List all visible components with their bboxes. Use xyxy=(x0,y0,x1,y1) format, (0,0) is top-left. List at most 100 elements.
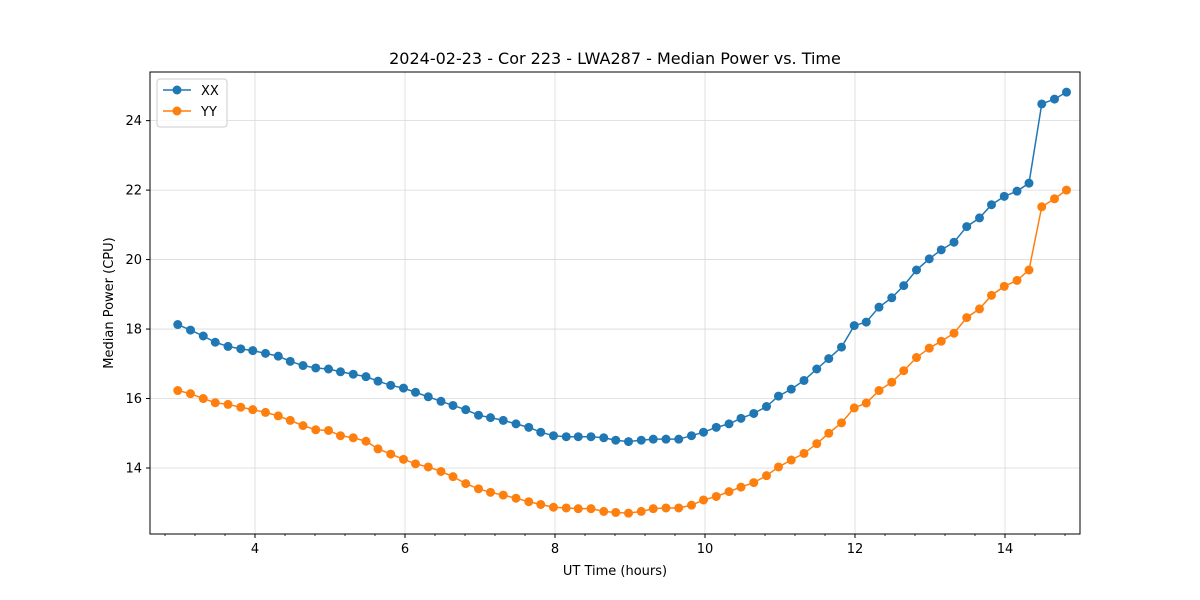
y-tick-label: 22 xyxy=(125,184,142,199)
data-point-xx xyxy=(1024,178,1034,188)
data-point-yy xyxy=(210,398,220,408)
data-point-yy xyxy=(348,433,358,443)
data-point-xx xyxy=(849,321,859,331)
data-point-yy xyxy=(975,304,984,314)
data-point-yy xyxy=(949,328,959,338)
data-point-xx xyxy=(599,433,609,443)
data-point-yy xyxy=(936,336,946,346)
data-point-xx xyxy=(298,361,308,371)
data-point-yy xyxy=(186,389,195,399)
data-point-yy xyxy=(524,497,534,507)
data-point-yy xyxy=(899,366,909,376)
data-point-xx xyxy=(874,302,884,312)
data-point-yy xyxy=(486,487,495,497)
data-point-xx xyxy=(336,367,345,377)
data-point-xx xyxy=(173,320,183,330)
data-point-yy xyxy=(436,466,446,476)
data-point-xx xyxy=(949,237,959,247)
data-point-xx xyxy=(1062,87,1071,97)
data-point-yy xyxy=(423,462,433,472)
legend-marker-xx xyxy=(172,85,182,95)
data-point-yy xyxy=(861,398,871,408)
data-point-yy xyxy=(261,407,270,417)
data-point-yy xyxy=(648,504,658,514)
x-tick-label: 8 xyxy=(551,542,559,557)
x-tick-label: 6 xyxy=(401,542,409,557)
data-point-xx xyxy=(912,265,921,275)
data-point-yy xyxy=(661,503,671,513)
data-point-yy xyxy=(736,482,746,492)
data-point-yy xyxy=(999,281,1009,291)
data-point-xx xyxy=(975,213,984,223)
data-point-xx xyxy=(799,375,809,385)
data-point-yy xyxy=(361,436,371,446)
data-point-yy xyxy=(887,377,897,387)
data-point-xx xyxy=(711,422,721,432)
data-point-xx xyxy=(198,331,208,341)
data-point-xx xyxy=(373,376,383,386)
data-point-yy xyxy=(498,490,508,500)
chart-title: 2024-02-23 - Cor 223 - LWA287 - Median P… xyxy=(389,49,841,68)
data-point-yy xyxy=(373,444,383,454)
data-point-xx xyxy=(699,427,708,437)
data-point-yy xyxy=(636,506,646,516)
data-point-yy xyxy=(962,313,972,323)
data-point-xx xyxy=(724,419,734,429)
data-point-yy xyxy=(1024,265,1034,275)
data-point-yy xyxy=(1062,185,1071,195)
data-point-yy xyxy=(687,500,696,510)
data-point-xx xyxy=(186,325,195,335)
data-point-yy xyxy=(561,503,571,513)
data-point-yy xyxy=(912,353,921,363)
data-point-yy xyxy=(223,399,233,409)
data-point-yy xyxy=(549,502,558,512)
data-point-yy xyxy=(786,455,796,465)
data-point-xx xyxy=(248,346,258,356)
data-point-yy xyxy=(298,421,308,431)
data-point-xx xyxy=(461,405,471,415)
data-point-xx xyxy=(936,245,946,255)
data-point-yy xyxy=(399,454,408,464)
data-point-yy xyxy=(699,495,708,505)
data-point-xx xyxy=(311,363,321,373)
legend-label-xx: XX xyxy=(201,84,219,99)
data-point-xx xyxy=(899,281,909,291)
data-point-xx xyxy=(236,344,246,354)
data-point-yy xyxy=(573,504,583,514)
data-point-yy xyxy=(924,343,934,353)
data-point-yy xyxy=(762,471,771,481)
data-point-yy xyxy=(411,459,420,469)
data-point-xx xyxy=(1037,99,1047,109)
data-point-yy xyxy=(749,478,759,488)
data-point-yy xyxy=(1037,202,1047,212)
data-point-yy xyxy=(849,403,859,413)
data-point-yy xyxy=(824,428,834,438)
data-point-yy xyxy=(236,402,246,412)
legend: XX YY xyxy=(156,78,228,128)
data-point-xx xyxy=(399,383,408,393)
data-point-xx xyxy=(474,410,483,420)
plot-area xyxy=(173,87,1071,518)
data-point-yy xyxy=(386,449,396,459)
data-point-yy xyxy=(336,431,345,441)
data-point-xx xyxy=(837,342,846,352)
data-point-yy xyxy=(536,499,546,509)
data-point-xx xyxy=(636,435,646,445)
data-point-xx xyxy=(511,419,521,429)
data-point-xx xyxy=(324,364,333,374)
data-point-xx xyxy=(887,293,897,303)
data-point-yy xyxy=(599,506,609,516)
data-point-xx xyxy=(812,364,822,374)
y-tick-label: 16 xyxy=(125,392,142,407)
data-point-xx xyxy=(285,356,295,366)
data-point-yy xyxy=(448,472,458,482)
data-point-xx xyxy=(223,341,233,351)
data-point-yy xyxy=(586,504,596,514)
data-point-yy xyxy=(1050,194,1059,204)
data-point-yy xyxy=(248,405,258,415)
data-point-xx xyxy=(524,422,534,432)
data-point-yy xyxy=(461,479,471,489)
data-point-xx xyxy=(824,354,834,364)
data-point-xx xyxy=(661,434,671,444)
